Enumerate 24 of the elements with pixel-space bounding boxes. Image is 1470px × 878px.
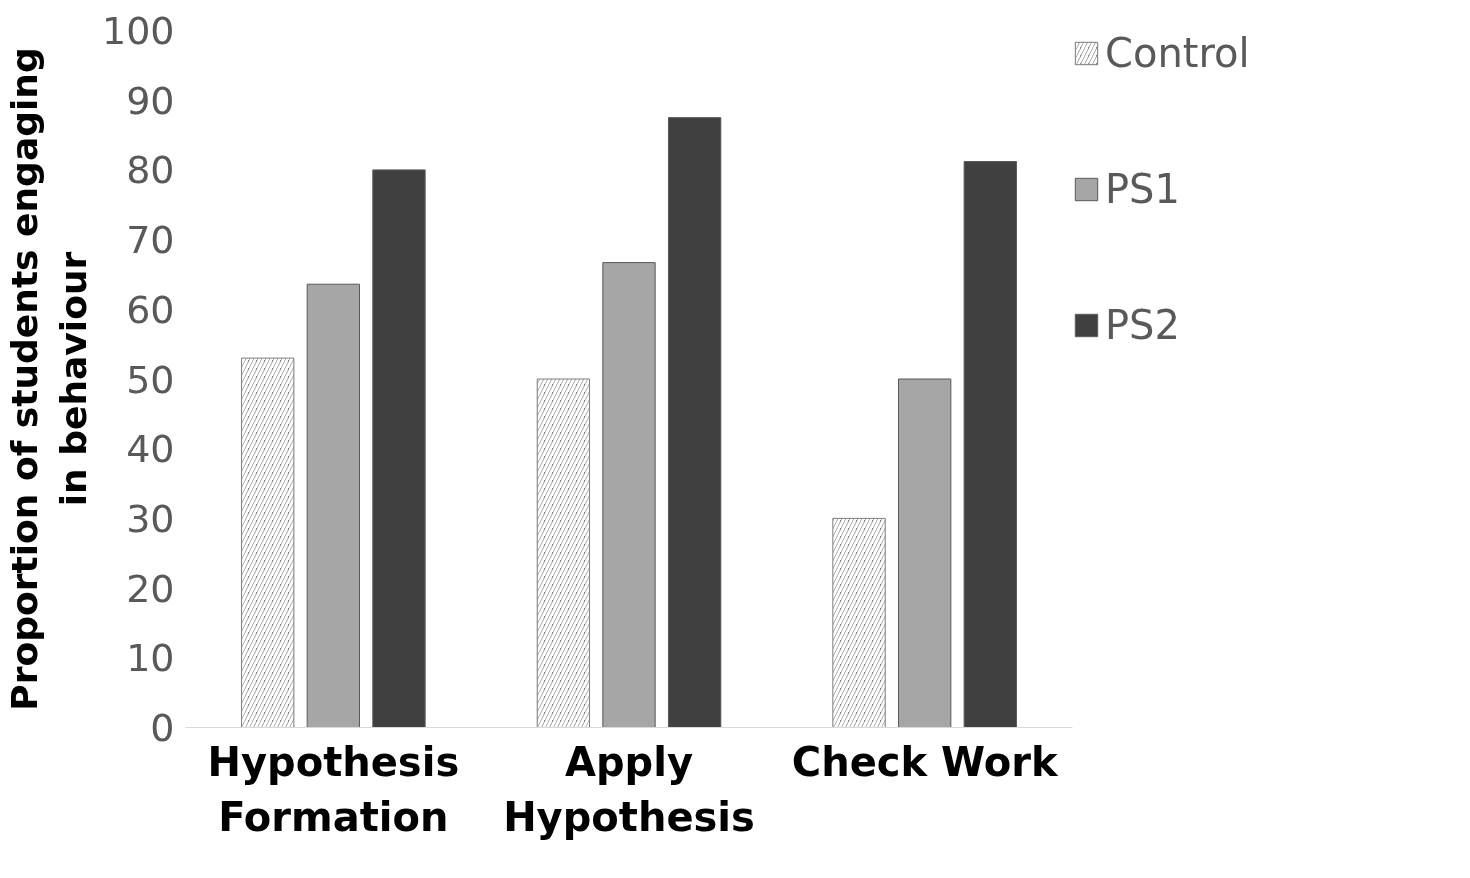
y-tick-label: 40 xyxy=(126,427,175,472)
bar xyxy=(963,161,1017,728)
bar xyxy=(667,117,722,728)
y-axis-title: Proportion of students engaging in behaviour xyxy=(3,47,94,711)
y-tick-label: 90 xyxy=(126,78,175,123)
y-tick-label: 80 xyxy=(126,148,175,193)
bar xyxy=(306,283,360,728)
y-tick-label: 60 xyxy=(126,287,175,332)
y-tick-label: 20 xyxy=(126,566,175,611)
bar xyxy=(602,262,656,728)
y-tick-label: 30 xyxy=(126,496,175,541)
legend-label: PS1 xyxy=(1105,166,1180,212)
legend-label: PS2 xyxy=(1105,302,1180,348)
x-tick-label: Check Work xyxy=(791,738,1059,785)
y-tick-label: 100 xyxy=(101,9,175,53)
y-tick-label: 70 xyxy=(126,218,175,263)
x-tick-label: Apply Hypothesis xyxy=(503,738,755,840)
bar xyxy=(898,378,952,728)
bar xyxy=(372,169,426,728)
x-tick-label: Hypothesis Formation xyxy=(207,738,460,840)
y-tick-label: 10 xyxy=(126,636,175,681)
y-tick-label: 50 xyxy=(126,357,175,402)
legend-label: Control xyxy=(1105,30,1250,76)
y-tick-label: 0 xyxy=(150,706,175,750)
